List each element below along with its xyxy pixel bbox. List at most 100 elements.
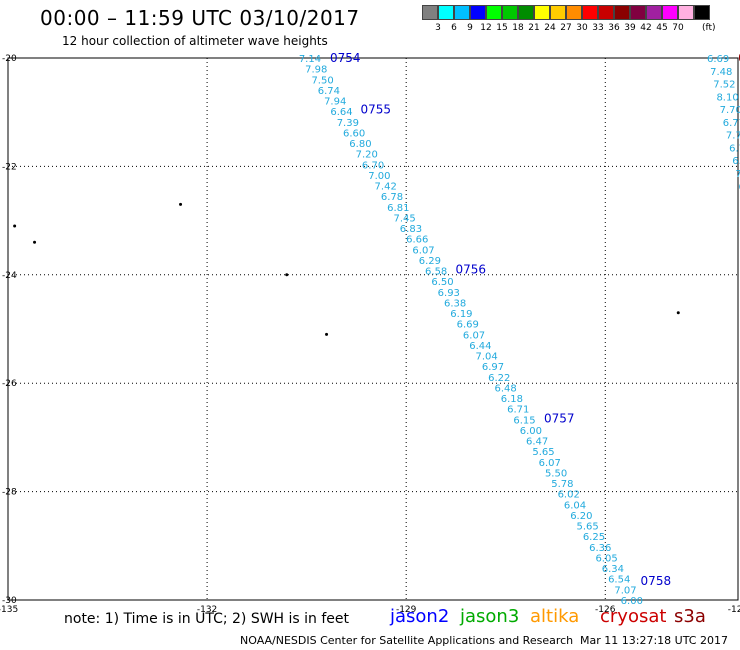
wave-height-value: 5.78	[551, 479, 573, 490]
wave-height-value: 6.07	[463, 330, 485, 341]
wave-height-value: 7.20	[356, 150, 378, 161]
legend-swatch	[582, 5, 598, 20]
wave-height-value: 7.39	[735, 169, 740, 180]
wave-height-value: 6.58	[425, 267, 447, 278]
island-marker	[676, 311, 680, 315]
wave-height-value: 6.80	[349, 139, 371, 150]
legend-tick-label: 21	[528, 23, 540, 33]
wave-height-value: 7.70	[720, 105, 740, 116]
legend-swatch	[630, 5, 646, 20]
wave-height-value: 6.07	[412, 245, 434, 256]
legend-tick-label: 33	[592, 23, 604, 33]
legend-swatch	[454, 5, 470, 20]
pass-time-label: 0758	[641, 574, 672, 588]
wave-height-value: 6.34	[602, 564, 624, 575]
lon-tick-label: -135	[0, 605, 18, 615]
lon-tick-label: -126	[595, 605, 616, 615]
pass-time-label: 0756	[455, 262, 486, 276]
legend-tick-label: 24	[544, 23, 556, 33]
wave-height-value: 6.48	[494, 383, 516, 394]
pass-time-label: 0757	[544, 411, 575, 425]
lon-tick-label: -129	[396, 605, 417, 615]
legend-tick-label: 42	[640, 23, 652, 33]
legend-swatch	[566, 5, 582, 20]
wave-height-value: 6.81	[739, 182, 740, 193]
legend-swatch	[550, 5, 566, 20]
wave-height-value: 6.74	[318, 86, 340, 97]
wave-height-value: 6.36	[589, 543, 611, 554]
lat-tick-label: -24	[2, 271, 17, 281]
legend-swatch	[614, 5, 630, 20]
wave-height-value: 7.98	[305, 65, 327, 76]
wave-height-value: 6.69	[457, 320, 479, 331]
wave-height-value: 6.97	[482, 362, 504, 373]
island-marker	[285, 273, 289, 277]
credit-line: NOAA/NESDIS Center for Satellite Applica…	[240, 634, 574, 647]
lat-tick-label: -26	[2, 379, 17, 389]
wave-height-value: 5.50	[545, 468, 567, 479]
mission-label-jason2: jason2	[390, 606, 450, 627]
wave-height-value: 6.76	[729, 143, 740, 154]
wave-height-value: 6.69	[707, 54, 729, 65]
wave-height-value: 7.45	[393, 213, 415, 224]
wave-height-value: 7.07	[614, 585, 636, 596]
wave-height-value: 6.81	[387, 203, 409, 214]
legend-tick-label: 70	[672, 23, 684, 33]
mission-label-cryosat: cryosat	[600, 606, 667, 627]
mission-label-altika: altika	[530, 606, 580, 627]
legend-swatch	[486, 5, 502, 20]
wave-height-value: 5.65	[532, 447, 554, 458]
legend-unit-label: (ft)	[702, 23, 716, 33]
wave-height-value: 6.07	[539, 458, 561, 469]
wave-height-value: 6.29	[419, 256, 441, 267]
island-marker	[33, 240, 37, 244]
lat-tick-label: -20	[2, 54, 17, 64]
wave-height-value: 7.04	[476, 352, 498, 363]
legend-tick-label: 6	[451, 23, 457, 33]
legend-swatch	[438, 5, 454, 20]
legend-swatch	[598, 5, 614, 20]
page-title: 00:00 – 11:59 UTC 03/10/2017	[40, 6, 360, 30]
island-marker	[179, 202, 183, 206]
wave-height-value: 6.77	[723, 118, 740, 129]
legend-swatch	[678, 5, 694, 20]
wave-height-value: 6.71	[507, 405, 529, 416]
legend-swatch	[422, 5, 438, 20]
legend-swatch	[502, 5, 518, 20]
legend-tick-label: 15	[496, 23, 508, 33]
lon-tick-label: -132	[197, 605, 217, 615]
legend-swatch	[534, 5, 550, 20]
wave-height-value: 7.50	[311, 75, 333, 86]
page-subtitle: 12 hour collection of altimeter wave hei…	[62, 34, 328, 48]
legend-tick-label: 27	[560, 23, 572, 33]
island-marker	[325, 332, 329, 336]
wave-height-value: 6.02	[558, 490, 580, 501]
wave-height-value: 6.70	[362, 160, 384, 171]
legend-swatch	[662, 5, 678, 20]
wave-height-value: 7.48	[710, 67, 732, 78]
lat-tick-label: -28	[2, 488, 17, 498]
wave-height-value: 6.50	[431, 277, 453, 288]
wave-height-value: 6.00	[520, 426, 542, 437]
wave-height-value: 8.10	[716, 92, 738, 103]
wave-height-value: 6.47	[526, 437, 548, 448]
wave-height-value: 7.94	[324, 97, 346, 108]
wave-height-value: 7.14	[299, 54, 321, 65]
legend-swatch	[470, 5, 486, 20]
legend-tick-label: 18	[512, 23, 524, 33]
generation-timestamp: Mar 11 13:27:18 UTC 2017	[580, 634, 728, 647]
legend-swatch	[694, 5, 710, 20]
legend-tick-label: 36	[608, 23, 620, 33]
wave-height-value: 6.22	[488, 373, 510, 384]
lat-tick-label: -22	[2, 162, 17, 172]
legend-swatch	[518, 5, 534, 20]
pass-time-label: 0754	[330, 51, 361, 65]
wave-height-value: 6.44	[469, 341, 491, 352]
legend-tick-label: 3	[435, 23, 441, 33]
wave-height-value: 6.04	[564, 500, 586, 511]
legend-tick-label: 39	[624, 23, 636, 33]
island-marker	[13, 224, 17, 228]
wave-height-value: 6.20	[570, 511, 592, 522]
wave-height-value: 6.64	[330, 107, 352, 118]
